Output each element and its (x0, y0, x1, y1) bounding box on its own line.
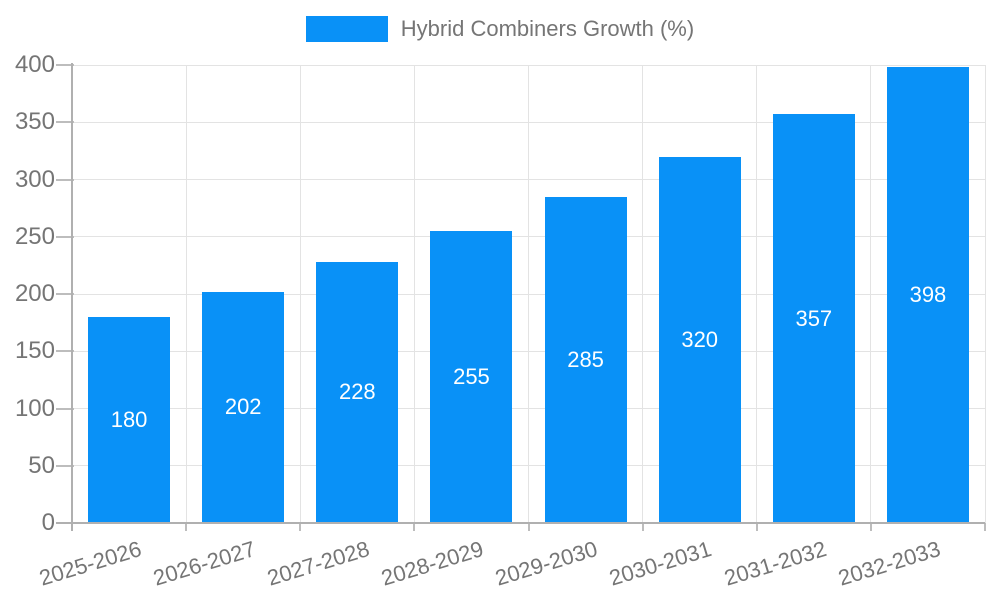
bar-value-label: 398 (909, 282, 947, 308)
y-tick-mark (56, 407, 74, 410)
y-axis-label: 150 (14, 337, 55, 365)
y-axis-label: 400 (14, 51, 55, 78)
y-tick-mark (56, 293, 74, 295)
x-tick-mark (299, 523, 302, 531)
x-gridline (984, 65, 986, 523)
bar-value-label: 357 (795, 305, 833, 331)
bar-value-label: 285 (567, 346, 604, 372)
y-tick-mark (56, 178, 74, 181)
x-tick-mark (984, 523, 986, 531)
chart-legend: Hybrid Combiners Growth (%) (0, 16, 1000, 42)
y-axis-label: 200 (14, 280, 55, 307)
x-tick-mark (755, 523, 758, 531)
x-gridline (756, 65, 758, 523)
x-tick-mark (641, 523, 644, 531)
bar-value-label: 320 (681, 326, 719, 352)
x-gridline (413, 65, 415, 523)
y-tick-mark (56, 121, 74, 124)
x-gridline (299, 65, 301, 523)
x-axis-label: 2031-2032 (720, 536, 829, 591)
x-axis-label: 2032-2033 (835, 536, 943, 591)
bar[interactable] (544, 196, 627, 523)
x-tick-mark (869, 523, 872, 531)
bar[interactable] (772, 114, 855, 523)
bar[interactable] (430, 231, 513, 523)
legend-swatch (305, 16, 388, 42)
x-axis-label: 2026-2027 (150, 536, 259, 591)
x-axis-label: 2029-2030 (492, 536, 601, 591)
x-gridline (185, 65, 187, 523)
bar-value-label: 202 (224, 394, 262, 420)
bar-value-label: 255 (453, 364, 490, 389)
x-axis-label: 2027-2028 (264, 536, 373, 591)
x-axis-line (56, 522, 985, 524)
x-tick-mark (527, 523, 530, 531)
x-gridline (870, 65, 872, 523)
bar[interactable] (202, 291, 285, 523)
x-gridline (528, 65, 529, 523)
x-gridline (642, 65, 644, 523)
y-tick-mark (56, 350, 74, 353)
x-tick-mark (185, 523, 188, 531)
bar[interactable] (886, 67, 969, 523)
x-axis-label: 2030-2031 (606, 536, 715, 591)
legend-label: Hybrid Combiners Growth (%) (400, 16, 695, 41)
bar-value-label: 180 (110, 406, 148, 432)
y-axis-label: 350 (14, 108, 55, 136)
y-axis-label: 100 (14, 394, 55, 422)
y-axis-line (71, 63, 73, 531)
y-axis-label: 300 (14, 165, 55, 193)
y-axis-label: 250 (14, 222, 55, 250)
bar[interactable] (316, 261, 399, 523)
y-tick-mark (56, 235, 74, 238)
y-axis-label: 50 (28, 451, 55, 479)
y-tick-mark (56, 464, 74, 467)
x-tick-mark (413, 523, 416, 531)
bar[interactable] (88, 316, 171, 523)
bar-value-label: 228 (338, 379, 376, 405)
bar[interactable] (658, 156, 741, 523)
x-axis-label: 2028-2029 (378, 536, 487, 591)
x-axis-label: 2025-2026 (36, 536, 145, 591)
y-tick-mark (56, 64, 74, 66)
y-axis-label: 0 (41, 509, 55, 536)
